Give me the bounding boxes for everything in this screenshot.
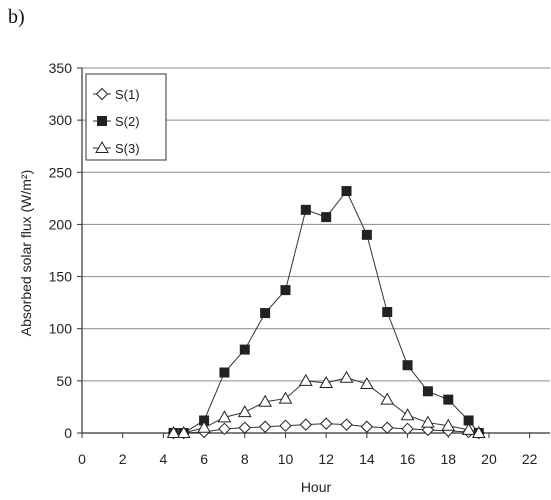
data-point	[298, 373, 313, 386]
data-point	[95, 87, 109, 101]
series-line	[173, 190, 480, 434]
data-point	[471, 425, 486, 438]
x-tick-label: 4	[159, 451, 167, 467]
data-point	[319, 417, 333, 430]
y-tick-label: 200	[49, 216, 73, 232]
data-point	[97, 116, 107, 126]
x-tick-label: 2	[119, 451, 127, 467]
data-point	[341, 186, 352, 197]
y-tick-label: 150	[49, 269, 73, 285]
data-point	[339, 370, 354, 383]
data-point	[278, 391, 293, 404]
data-point	[176, 425, 191, 438]
data-point	[197, 420, 211, 433]
data-point	[461, 422, 476, 435]
data-point	[95, 140, 109, 153]
legend-item: S(3)	[93, 140, 140, 156]
y-tick-label: 50	[56, 373, 72, 389]
data-point	[258, 394, 272, 407]
x-tick-label: 10	[278, 451, 294, 467]
data-point	[300, 204, 311, 215]
y-tick-label: 300	[49, 112, 73, 128]
data-point	[401, 422, 414, 436]
data-point	[217, 410, 232, 423]
data-point	[443, 394, 454, 405]
x-axis-label: Hour	[301, 479, 332, 495]
data-point	[258, 420, 272, 433]
y-tick-label: 100	[49, 321, 73, 337]
series-2	[168, 186, 484, 438]
y-tick-label: 350	[49, 60, 73, 76]
y-tick-label: 0	[64, 425, 72, 441]
data-point	[381, 421, 394, 434]
y-tick-label: 250	[49, 164, 73, 180]
data-point	[402, 360, 413, 371]
data-point	[239, 344, 250, 355]
data-point	[361, 229, 372, 240]
legend-label: S(3)	[115, 141, 140, 156]
legend-label: S(1)	[115, 87, 140, 102]
data-point	[360, 420, 374, 433]
x-tick-label: 8	[241, 451, 249, 467]
x-tick-label: 6	[200, 451, 208, 467]
series-3	[166, 370, 486, 438]
data-point	[219, 367, 230, 378]
data-point	[400, 408, 415, 421]
data-point	[382, 307, 393, 318]
data-point	[380, 392, 395, 405]
x-tick-label: 12	[318, 451, 334, 467]
x-tick-label: 0	[78, 451, 86, 467]
data-point	[422, 386, 433, 397]
data-point	[237, 405, 252, 418]
data-point	[279, 419, 292, 432]
data-point	[166, 425, 181, 438]
legend-item: S(2)	[93, 114, 140, 129]
data-point	[321, 212, 332, 223]
data-point	[218, 422, 231, 436]
panel-label: b)	[8, 6, 25, 28]
x-tick-label: 14	[359, 451, 375, 467]
legend: S(1) S(2) S(3)	[85, 73, 167, 161]
x-tick-label: 22	[522, 451, 538, 467]
data-point	[421, 415, 435, 428]
x-tick-label: 20	[481, 451, 497, 467]
data-point	[360, 376, 374, 389]
legend-item: S(1)	[93, 87, 140, 102]
x-tick-label: 16	[400, 451, 416, 467]
data-point	[260, 308, 271, 319]
data-point	[340, 418, 353, 431]
data-point	[238, 421, 251, 434]
y-axis-label: Absorbed solar flux (W/m²)	[18, 170, 34, 336]
data-point	[280, 285, 291, 296]
x-tick-label: 18	[440, 451, 456, 467]
data-point	[299, 418, 313, 431]
data-point	[319, 375, 334, 388]
data-point	[441, 418, 456, 431]
legend-label: S(2)	[115, 114, 140, 129]
